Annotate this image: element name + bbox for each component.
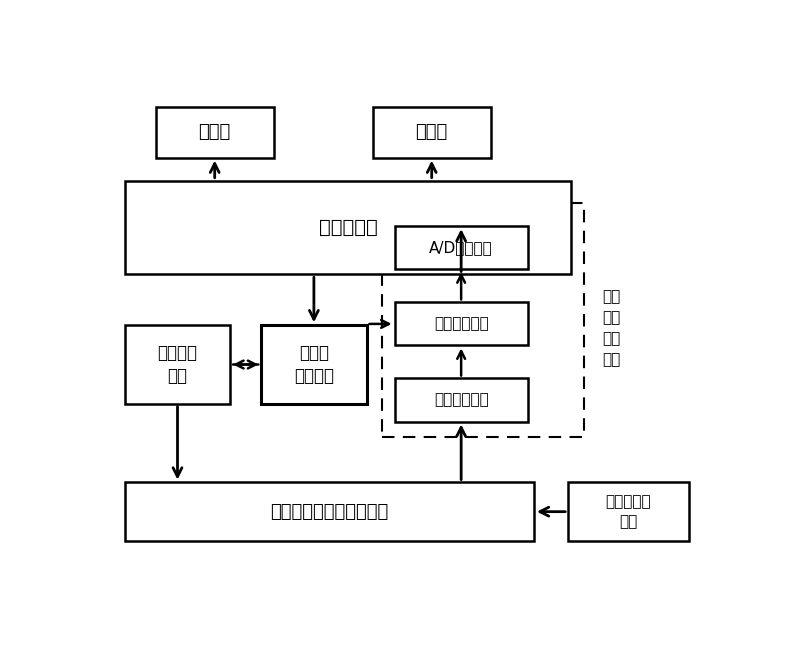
- Text: 气动控制
装置: 气动控制 装置: [158, 344, 198, 386]
- Text: 电阻测试稳
压源: 电阻测试稳 压源: [606, 494, 651, 529]
- Bar: [394, 226, 528, 270]
- Bar: [125, 181, 571, 274]
- Bar: [156, 107, 274, 158]
- Text: 电压采集电路: 电压采集电路: [434, 393, 489, 407]
- Bar: [568, 482, 689, 541]
- Bar: [125, 325, 230, 404]
- Text: 显示屏: 显示屏: [198, 123, 231, 142]
- Bar: [394, 302, 528, 345]
- Text: 打印机: 打印机: [415, 123, 448, 142]
- Text: 单片机
控制单元: 单片机 控制单元: [294, 344, 334, 386]
- Bar: [125, 482, 534, 541]
- Bar: [262, 325, 366, 404]
- Text: 滤波放大电路: 滤波放大电路: [434, 316, 489, 331]
- Text: A/D转换电路: A/D转换电路: [430, 241, 493, 255]
- Bar: [373, 107, 490, 158]
- Bar: [394, 378, 528, 422]
- Bar: [382, 204, 584, 437]
- Text: 计算机主机: 计算机主机: [318, 218, 378, 237]
- Text: 数据
采集
处理
单元: 数据 采集 处理 单元: [602, 289, 621, 366]
- Text: 碳滑板粘结电阻检测装置: 碳滑板粘结电阻检测装置: [270, 503, 389, 521]
